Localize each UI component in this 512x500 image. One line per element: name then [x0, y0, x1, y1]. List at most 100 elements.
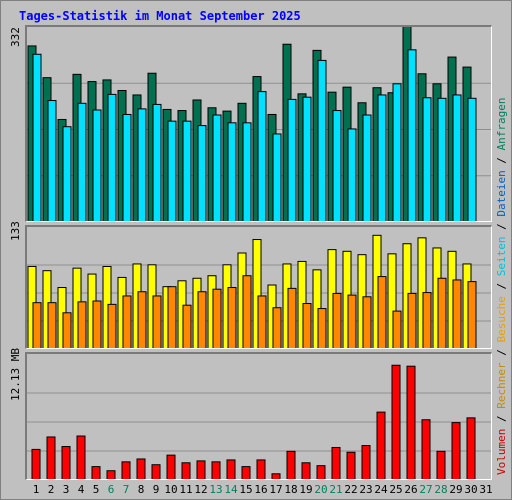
bar-dateien-5: [92, 109, 102, 221]
legend-separator: /: [495, 276, 508, 297]
bar-volumen-24: [376, 411, 386, 479]
volume-panel: [25, 352, 492, 480]
pages-visits-chart: [27, 234, 491, 348]
bar-besuche-1: [32, 302, 42, 348]
bar-volumen-17: [271, 473, 281, 479]
day-label-29: 29: [449, 483, 463, 496]
bar-volumen-8: [136, 458, 146, 479]
bar-besuche-24: [377, 276, 387, 348]
bar-dateien-24: [377, 94, 387, 221]
bar-besuche-8: [137, 291, 147, 348]
bar-volumen-19: [301, 462, 311, 479]
day-label-26: 26: [404, 483, 418, 496]
bar-besuche-22: [347, 294, 357, 348]
bar-volumen-7: [121, 461, 131, 479]
legend-separator: /: [495, 150, 508, 171]
bar-besuche-26: [407, 292, 417, 348]
day-label-18: 18: [284, 483, 298, 496]
day-label-28: 28: [434, 483, 448, 496]
bar-besuche-5: [92, 300, 102, 348]
bar-besuche-3: [62, 312, 72, 348]
day-label-3: 3: [62, 483, 70, 496]
day-label-24: 24: [374, 483, 388, 496]
legend-separator: /: [495, 408, 508, 429]
bar-volumen-13: [211, 461, 221, 479]
bar-dateien-15: [242, 122, 252, 221]
bar-dateien-10: [167, 120, 177, 221]
bar-volumen-22: [346, 451, 356, 479]
bar-dateien-25: [392, 83, 402, 221]
day-label-23: 23: [359, 483, 373, 496]
day-label-20: 20: [314, 483, 328, 496]
bar-besuche-10: [167, 286, 177, 348]
bar-volumen-25: [391, 364, 401, 479]
day-label-1: 1: [32, 483, 40, 496]
bar-besuche-30: [467, 281, 477, 348]
pages-visits-panel: [25, 225, 492, 349]
day-label-6: 6: [107, 483, 115, 496]
bar-besuche-21: [332, 292, 342, 348]
bottom-y-tick: 12.13 MB: [9, 348, 22, 401]
day-label-9: 9: [152, 483, 160, 496]
bar-dateien-17: [272, 133, 282, 221]
bar-volumen-16: [256, 459, 266, 479]
bar-dateien-11: [182, 120, 192, 221]
bar-besuche-14: [227, 287, 237, 348]
bar-besuche-18: [287, 287, 297, 348]
day-label-25: 25: [389, 483, 403, 496]
bar-dateien-13: [212, 114, 222, 221]
bar-volumen-29: [451, 422, 461, 479]
legend-separator: /: [495, 216, 508, 237]
day-label-8: 8: [137, 483, 145, 496]
day-label-31: 31: [479, 483, 493, 496]
bar-volumen-3: [61, 446, 71, 479]
day-label-12: 12: [194, 483, 208, 496]
volume-chart: [27, 364, 491, 479]
day-label-17: 17: [269, 483, 283, 496]
bar-volumen-30: [466, 417, 476, 479]
day-label-27: 27: [419, 483, 433, 496]
legend-anfragen: Anfragen: [495, 97, 508, 151]
bar-volumen-5: [91, 466, 101, 479]
bar-seiten-16: [252, 239, 262, 348]
legend-seiten: Seiten: [495, 236, 508, 277]
bar-besuche-13: [212, 288, 222, 348]
bar-besuche-20: [317, 308, 327, 348]
bar-dateien-6: [107, 93, 117, 221]
day-label-15: 15: [239, 483, 253, 496]
bar-dateien-23: [362, 114, 372, 221]
bar-besuche-25: [392, 310, 402, 348]
bar-besuche-12: [197, 291, 207, 348]
bar-besuche-11: [182, 304, 192, 348]
bar-volumen-4: [76, 435, 86, 479]
bar-besuche-17: [272, 307, 282, 348]
bar-volumen-2: [46, 436, 56, 479]
bar-dateien-22: [347, 128, 357, 221]
bar-volumen-18: [286, 450, 296, 479]
bar-dateien-28: [437, 97, 447, 221]
bar-volumen-26: [406, 365, 416, 479]
legend-separator: /: [495, 342, 508, 363]
bar-besuche-2: [47, 302, 57, 348]
bar-volumen-14: [226, 459, 236, 479]
bar-dateien-1: [32, 53, 42, 221]
legend-rechner: Rechner: [495, 362, 508, 409]
legend-besuche: Besuche: [495, 296, 508, 343]
bar-dateien-29: [452, 94, 462, 221]
bar-seiten-25: [387, 253, 397, 348]
day-label-19: 19: [299, 483, 313, 496]
bar-dateien-12: [197, 125, 207, 221]
bar-volumen-1: [31, 448, 41, 479]
requests-files-panel: [25, 25, 492, 222]
day-label-16: 16: [254, 483, 268, 496]
day-label-13: 13: [209, 483, 223, 496]
bar-volumen-11: [181, 462, 191, 479]
bar-besuche-15: [242, 275, 252, 348]
bar-dateien-7: [122, 113, 132, 221]
day-label-21: 21: [329, 483, 343, 496]
bar-besuche-4: [77, 301, 87, 348]
series-legend: Volumen / Rechner / Besuche / Seiten / D…: [495, 97, 508, 475]
bar-dateien-20: [317, 59, 327, 221]
day-label-7: 7: [122, 483, 130, 496]
